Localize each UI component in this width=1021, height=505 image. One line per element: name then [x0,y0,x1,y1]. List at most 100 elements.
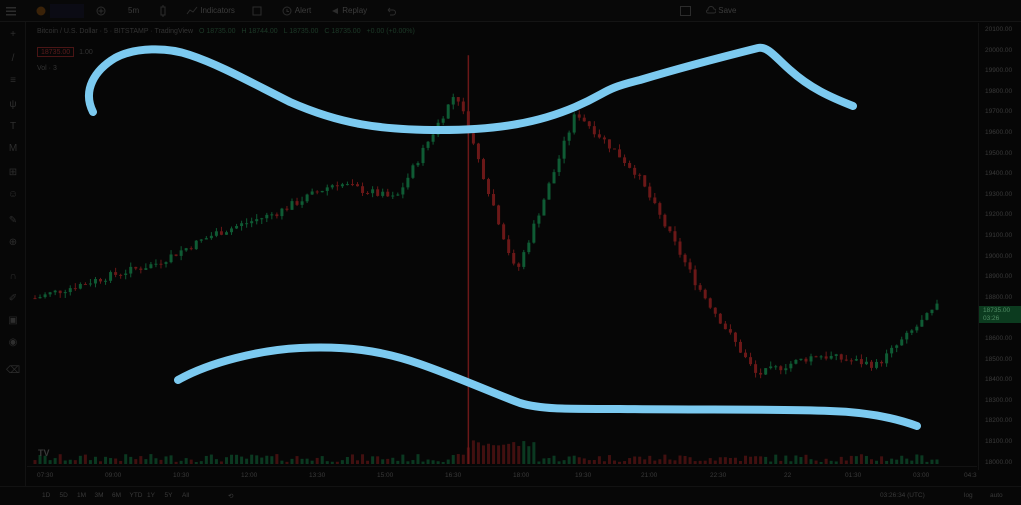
candle-body [794,359,798,364]
price-axis[interactable]: 20100.00 20000.00 19900.00 19800.00 19700.00… [978,23,1021,470]
volume-bar [577,457,581,464]
volume-bar [537,461,541,464]
candle-body [885,353,889,364]
save-button[interactable]: Save [706,4,736,18]
crosshair-icon[interactable]: + [10,29,16,40]
time-axis[interactable]: 07:30 09:00 10:30 12:00 13:30 15:00 16:30 18:00… [27,466,977,484]
pitchfork-icon[interactable]: ψ [9,99,17,110]
candle-body [683,254,687,263]
range-button-3m[interactable]: 3M [94,492,104,499]
candle-body [315,191,319,193]
volume-bar [663,454,667,464]
emoji-icon[interactable]: ☺ [7,189,19,200]
sell-price-button[interactable]: 18735.00 [37,47,75,57]
trend-line-icon[interactable]: / [11,53,15,64]
volume-bar [250,454,254,464]
volume-bar [154,458,158,464]
utc-clock[interactable]: 03:26:34 (UTC) [880,492,925,499]
candlestick-chart[interactable] [27,23,975,464]
range-button-all[interactable]: All [182,492,190,499]
volume-bar [638,456,642,464]
volume-bar [350,454,354,464]
candle-body [119,274,123,276]
visibility-icon[interactable]: ◉ [8,337,18,348]
volume-bar [471,440,475,464]
candle-body [597,134,601,138]
candle-body [708,298,712,308]
upper-freehand-curve [85,43,857,134]
range-button-5y[interactable]: 5Y [164,492,173,499]
auto-toggle[interactable]: auto [990,492,1003,499]
fib-icon[interactable]: ≡ [10,75,16,86]
price-tick: 18400.00 [985,376,1013,384]
lock-icon[interactable]: ▣ [8,315,18,326]
volume-bar [199,461,203,464]
brush-icon[interactable]: ✎ [8,215,18,226]
candle-body [356,184,360,187]
volume-bar [502,444,506,464]
candle-body [718,313,722,324]
measure-icon[interactable]: ⊞ [8,167,18,178]
volume-bar [542,458,546,464]
add-symbol-icon[interactable] [96,4,106,18]
volume-bar [920,455,924,464]
price-tick: 18800.00 [985,293,1013,301]
symbol-search-field[interactable] [50,4,84,18]
pattern-icon[interactable]: M [8,143,18,154]
bar-countdown: 03:26 [983,315,1000,322]
date-range-icon[interactable]: ⟲ [228,493,234,500]
volume-bar [779,460,783,464]
range-button-6m[interactable]: 6M [112,492,122,499]
undo-icon[interactable] [386,4,396,18]
candle-body [58,290,62,294]
volume-bar [431,460,435,464]
volume-bar [446,459,450,464]
candle-body [214,231,218,236]
volume-bar [78,455,82,464]
volume-bar [628,458,632,464]
volume-bar [597,456,601,464]
candle-body [325,187,329,191]
replay-button[interactable]: Replay [330,4,367,18]
candle-body [431,134,435,142]
candle-body [43,294,47,298]
candle-body [819,356,823,358]
volume-bar [789,461,793,464]
volume-bar [607,455,611,464]
range-button-1d[interactable]: 1D [42,492,51,499]
range-button-ytd[interactable]: YTD [129,492,143,499]
volume-bar [643,459,647,464]
volume-bar [386,458,390,464]
candle-body [572,114,576,133]
stay-drawing-icon[interactable]: ✐ [8,293,18,304]
interval-button[interactable]: 5m [128,6,140,15]
layout-icon[interactable] [680,4,691,18]
zoom-icon[interactable]: ⊕ [8,237,18,248]
volume-bar [356,460,360,464]
candle-type-icon[interactable] [158,4,168,18]
indicators-button[interactable]: Indicators [186,4,235,18]
range-button-1y[interactable]: 1Y [147,492,155,499]
range-button-5d[interactable]: 5D [59,492,68,499]
candle-body [728,329,732,333]
symbol-logo-icon[interactable] [36,4,46,18]
volume-bar [910,460,914,464]
text-tool-icon[interactable]: T [9,121,17,132]
candle-body [129,266,133,274]
tradingview-logo[interactable]: TV [38,448,50,458]
time-tick: 01:30 [845,472,862,479]
menu-icon[interactable] [6,4,16,18]
range-button-1m[interactable]: 1M [77,492,87,499]
log-toggle[interactable]: log [964,492,973,499]
volume-bar [713,460,717,464]
trash-icon[interactable]: ⌫ [6,365,21,376]
volume-bar [557,461,561,464]
volume-bar [144,459,148,464]
price-tick: 18100.00 [985,438,1013,445]
price-tick: 20100.00 [985,26,1013,33]
volume-bar [869,459,873,464]
templates-icon[interactable] [252,4,262,18]
magnet-icon[interactable]: ∩ [9,271,17,282]
alert-button[interactable]: Alert [282,4,311,18]
candle-body [713,307,717,314]
